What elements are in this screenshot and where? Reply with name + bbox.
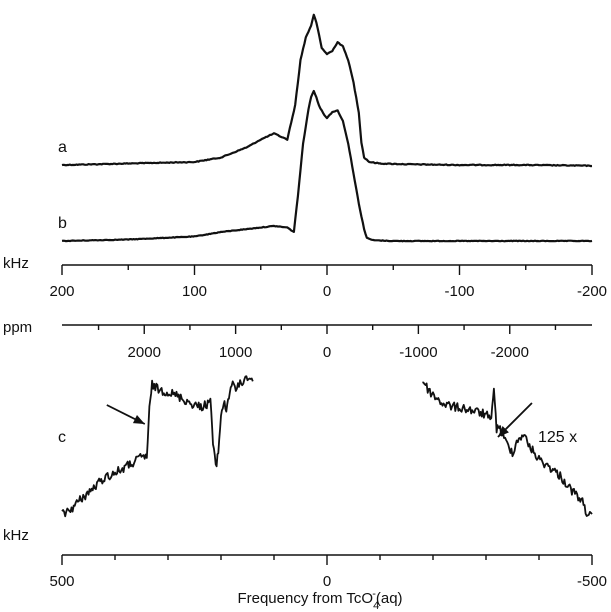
trace-label-c: c xyxy=(58,429,66,446)
bottom-khz-axis: kHz 500 0 -500 xyxy=(3,527,607,590)
bottom-khz-axis-tick-label: 0 xyxy=(323,573,331,590)
scale-factor-label: 125 x xyxy=(538,429,577,446)
bottom-khz-axis-unit: kHz xyxy=(3,527,29,544)
spectrum-c-right-line xyxy=(422,381,593,517)
trace-label-a: a xyxy=(58,139,67,156)
bottom-khz-axis-tick-label: 500 xyxy=(49,573,74,590)
ppm-axis-tick-label: -1000 xyxy=(399,344,437,361)
trace-label-b: b xyxy=(58,215,67,232)
arrow-head xyxy=(497,426,509,437)
ppm-axis-tick-label: 0 xyxy=(323,344,331,361)
top-khz-axis-tick-label: 100 xyxy=(182,283,207,300)
top-khz-axis-tick-label: 200 xyxy=(49,283,74,300)
x-axis-label-sup: - xyxy=(372,588,376,600)
x-axis-label-suffix: (aq) xyxy=(376,590,403,607)
arrow-annotation-right xyxy=(497,402,533,438)
top-khz-axis-unit: kHz xyxy=(3,255,29,272)
ppm-axis: ppm 2000 1000 0 -1000 -2000 xyxy=(3,319,592,361)
ppm-axis-tick-label: 1000 xyxy=(219,344,252,361)
top-khz-axis-tick-label: -100 xyxy=(444,283,474,300)
x-axis-label: Frequency from TcO4-(aq) xyxy=(237,588,402,612)
spectrum-c-left-line xyxy=(61,375,254,518)
ppm-axis-unit: ppm xyxy=(3,319,32,336)
x-axis-label-sub: 4 xyxy=(373,600,379,612)
spectrum-a-line xyxy=(61,13,593,168)
arrow-head xyxy=(132,415,145,424)
ppm-axis-tick-label: 2000 xyxy=(128,344,161,361)
arrow-annotation-left xyxy=(106,404,146,425)
spectrum-b-line xyxy=(61,89,593,243)
top-khz-axis-tick-label: -200 xyxy=(577,283,607,300)
top-khz-axis-tick-label: 0 xyxy=(323,283,331,300)
x-axis-label-prefix: Frequency from TcO xyxy=(237,590,373,607)
ppm-axis-tick-label: -2000 xyxy=(491,344,529,361)
bottom-khz-axis-tick-label: -500 xyxy=(577,573,607,590)
top-khz-axis: kHz 200 100 0 -100 -200 xyxy=(3,255,607,300)
